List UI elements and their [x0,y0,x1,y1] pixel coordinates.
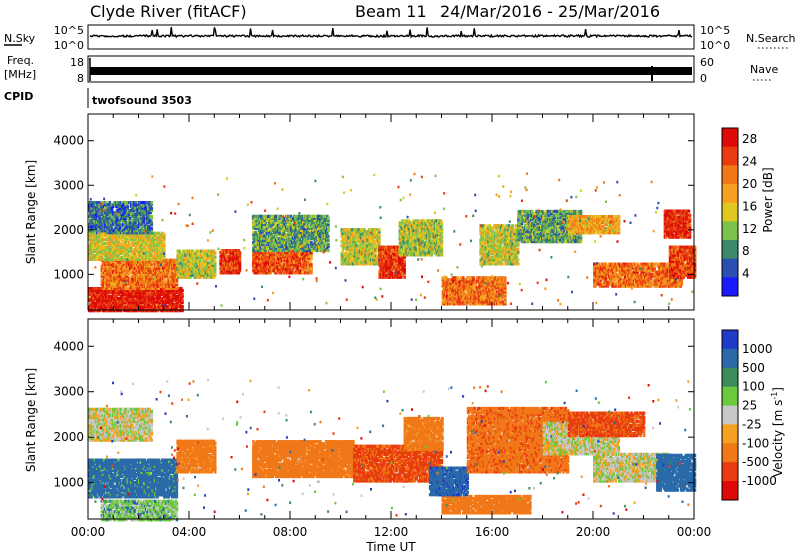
data-cell [181,299,184,302]
nsearch-tick-top: 10^5 [700,24,730,37]
data-cell [181,293,184,296]
nave-tick-top: 60 [700,56,714,69]
data-cell [181,305,184,308]
data-cell [151,215,154,218]
data-cell [176,279,179,282]
data-cell [151,201,154,204]
cpid-label: CPID [4,90,33,103]
nsky-trace [90,27,692,37]
cpid-strip: CPID twofsound 3503 [4,88,192,108]
nave-tick-bottom: 0 [700,72,707,85]
data-cell [129,217,132,220]
data-cell [163,234,166,237]
data-cell [151,227,154,230]
nsky-tick-top: 10^5 [54,24,84,37]
data-cell [151,221,154,224]
date-range: 24/Mar/2016 - 25/Mar/2016 [440,2,660,21]
nsky-strip: N.Sky 10^5 10^0 10^5 10^0 N.Search [4,24,796,52]
nsearch-label: N.Search [746,32,796,45]
power-data-cells [88,172,696,312]
cpid-value: twofsound 3503 [92,94,192,107]
nave-label: Nave [750,63,778,76]
nsky-frame [88,25,694,49]
nsky-tick-bottom: 10^0 [54,39,84,52]
data-cell [127,205,130,208]
freq-tick-top: 18 [70,56,84,69]
freq-strip: Freq. [MHz] 18 8 60 0 Nave [4,54,778,85]
nsearch-tick-bottom: 10^0 [700,39,730,52]
freq-band [90,67,692,75]
data-cell [166,305,169,308]
nsky-label: N.Sky [4,32,36,45]
freq-label: Freq. [7,54,34,67]
freq-tick-bottom: 8 [77,72,84,85]
data-cell [151,207,154,210]
freq-unit: [MHz] [4,68,36,81]
radar-figure: Clyde River (fitACF) Beam 11 24/Mar/2016… [0,0,800,554]
data-cell [181,289,184,292]
station-title: Clyde River (fitACF) [90,2,247,21]
beam-label: Beam 11 [355,2,427,21]
